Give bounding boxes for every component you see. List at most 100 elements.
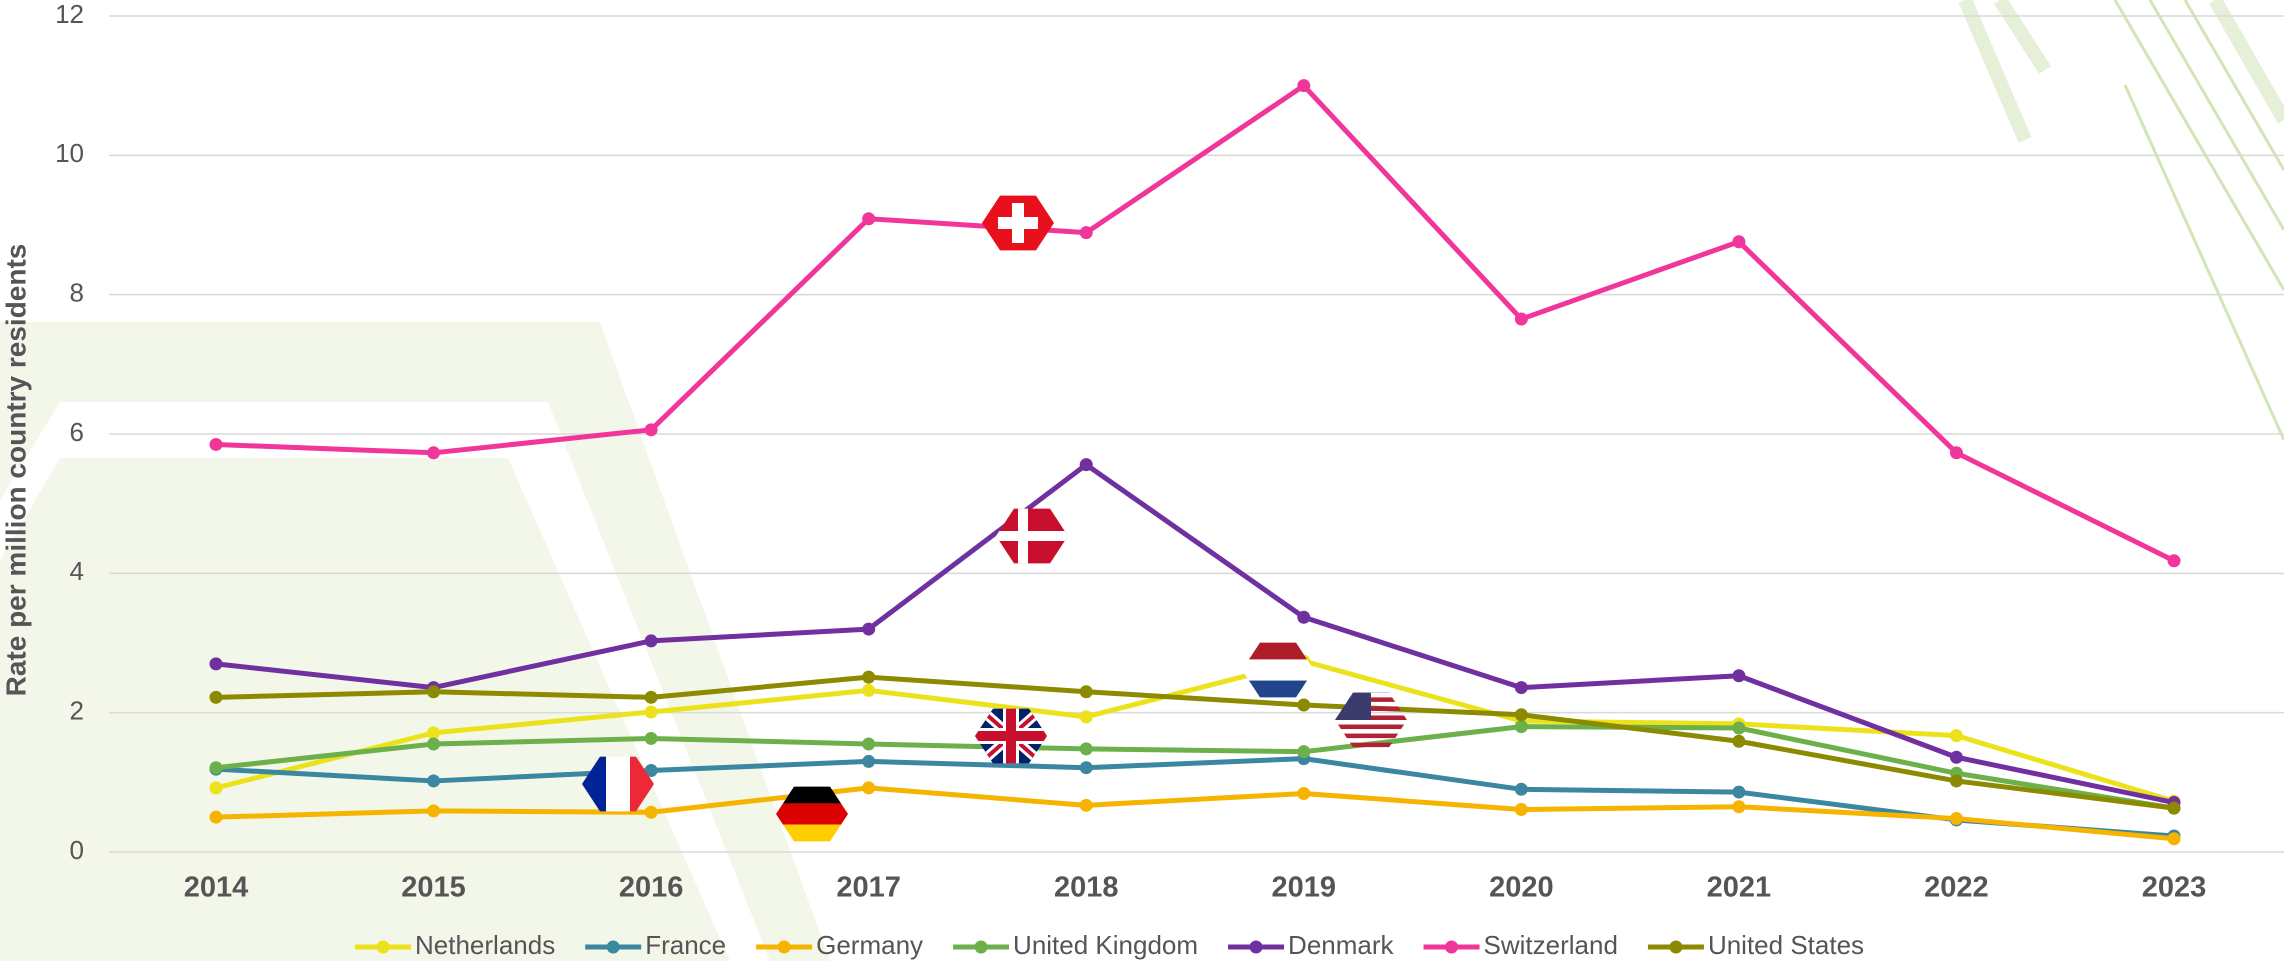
data-point: [1732, 721, 1746, 735]
y-tick-label: 4: [70, 556, 84, 586]
flag-part: [1335, 724, 1407, 730]
x-tick-label: 2023: [2142, 872, 2207, 904]
data-point: [862, 670, 876, 684]
data-point: [1949, 729, 1963, 743]
flag: [982, 195, 1054, 251]
data-point: [1949, 774, 1963, 788]
data-point: [644, 705, 658, 719]
data-point: [1079, 742, 1093, 756]
flag-part: [1335, 733, 1407, 739]
y-tick-label: 12: [55, 0, 84, 29]
data-point: [644, 423, 658, 437]
data-point: [644, 763, 658, 777]
data-point: [862, 737, 876, 751]
flag-part: [776, 786, 848, 804]
data-point: [862, 212, 876, 226]
flag: [975, 708, 1047, 764]
legend-label: Germany: [816, 930, 923, 960]
data-point: [209, 761, 223, 775]
data-point: [1514, 803, 1528, 817]
flag: [776, 786, 848, 842]
data-point: [209, 437, 223, 451]
data-point: [427, 726, 441, 740]
x-tick-label: 2022: [1924, 872, 1989, 904]
flag-part: [996, 531, 1068, 541]
flag-part: [1242, 642, 1314, 660]
flag-part: [1335, 742, 1407, 748]
x-tick-label: 2018: [1054, 872, 1119, 904]
data-point: [862, 754, 876, 768]
series-line: [215, 756, 2175, 839]
data-point: [862, 622, 876, 636]
legend-marker: [1445, 940, 1459, 954]
legend-label: Switzerland: [1484, 930, 1618, 960]
x-tick-label: 2014: [184, 872, 249, 904]
data-point: [1514, 312, 1528, 326]
legend-label: Netherlands: [415, 930, 555, 960]
data-point: [862, 683, 876, 697]
data-point: [209, 810, 223, 824]
x-tick-label: 2019: [1272, 872, 1337, 904]
data-point: [1079, 710, 1093, 724]
flag: [996, 508, 1068, 564]
data-point: [644, 805, 658, 819]
data-point: [427, 737, 441, 751]
flag: [1242, 642, 1314, 698]
legend-label: France: [645, 930, 726, 960]
legend: Netherlands France Germany United Kingdom De…: [355, 930, 1864, 960]
flag: [1335, 692, 1407, 748]
data-point: [427, 804, 441, 818]
y-tick-label: 10: [55, 138, 84, 168]
x-tick-label: 2017: [836, 872, 901, 904]
data-point: [862, 781, 876, 795]
data-point: [1079, 458, 1093, 472]
plot: [209, 79, 2181, 846]
flag-part: [776, 803, 848, 825]
series-line: [215, 724, 2175, 811]
x-tick-label: 2021: [1707, 872, 1772, 904]
data-point: [1732, 785, 1746, 799]
data-point: [1949, 446, 1963, 460]
data-point: [2167, 554, 2181, 568]
data-point: [644, 690, 658, 704]
flag-part: [1242, 680, 1314, 698]
data-point: [209, 781, 223, 795]
data-point: [1079, 226, 1093, 240]
data-point: [1514, 782, 1528, 796]
y-tick-label: 6: [70, 417, 84, 447]
legend-label: Denmark: [1288, 930, 1394, 960]
legend-label: United Kingdom: [1013, 930, 1198, 960]
data-point: [1732, 800, 1746, 814]
data-point: [1949, 812, 1963, 826]
legend-marker: [777, 940, 791, 954]
legend-marker: [974, 940, 988, 954]
data-point: [427, 685, 441, 699]
x-tick-label: 2015: [401, 872, 466, 904]
x-tick-label: 2016: [619, 872, 684, 904]
data-point: [644, 634, 658, 648]
legend-marker: [1669, 940, 1683, 954]
data-point: [1514, 708, 1528, 722]
flag-part: [998, 217, 1038, 229]
data-point: [1079, 761, 1093, 775]
data-point: [2167, 801, 2181, 815]
grid: 0 2 4 6 8 10 12 2014 2015 2016 2017 2018 2019 2020 202…: [55, 0, 2284, 904]
legend-label: United States: [1708, 930, 1864, 960]
data-point: [1297, 745, 1311, 759]
flag-part: [606, 756, 630, 812]
data-point: [644, 731, 658, 745]
data-point: [1732, 734, 1746, 748]
series-line: [215, 83, 2176, 564]
data-point: [209, 657, 223, 671]
data-point: [1297, 786, 1311, 800]
legend-marker: [376, 940, 390, 954]
series-line: [215, 674, 2175, 811]
series-line: [215, 658, 2175, 804]
y-tick-label: 8: [70, 278, 84, 308]
series-line: [215, 785, 2175, 842]
y-tick-label: 0: [70, 835, 84, 865]
legend-marker: [1249, 940, 1263, 954]
flag-part: [1242, 659, 1314, 681]
